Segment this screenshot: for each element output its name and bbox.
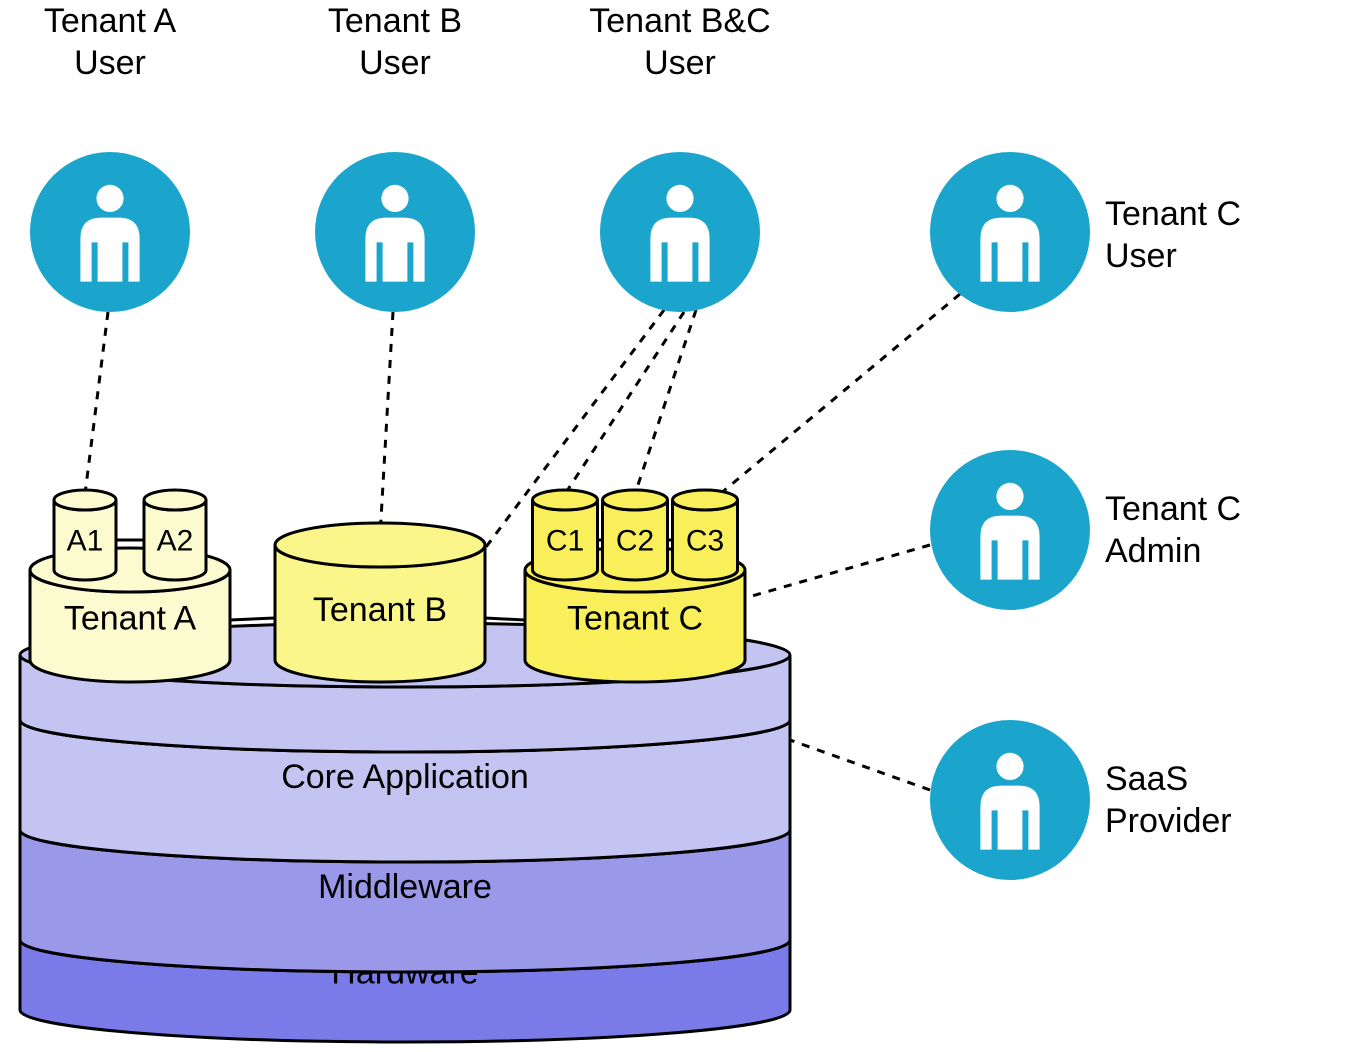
admin-c-label-line-0: Tenant C bbox=[1105, 490, 1241, 528]
saas-icon bbox=[930, 720, 1090, 880]
user-b-label-line-0: Tenant B bbox=[328, 2, 462, 40]
saas-label-line-1: Provider bbox=[1105, 802, 1232, 840]
connector-user-b bbox=[380, 312, 393, 536]
tenant-c-c1-label: C1 bbox=[546, 524, 584, 557]
tenant-b-label: Tenant B bbox=[313, 591, 447, 629]
user-bc-icon bbox=[600, 152, 760, 312]
tenant-a-label: Tenant A bbox=[64, 599, 197, 637]
tenant-c-label: Tenant C bbox=[567, 599, 703, 637]
user-a-icon bbox=[30, 152, 190, 312]
admin-c-label-line-1: Admin bbox=[1105, 532, 1201, 570]
tenants: Tenant A A1 A2 Tenant B Tenant C C1 C2 C3 bbox=[30, 490, 745, 682]
user-a-label-line-1: User bbox=[74, 44, 146, 82]
user-bc-label-line-0: Tenant B&C bbox=[589, 2, 770, 40]
saas-tenant-diagram: HardwareMiddlewareCore ApplicationTenant… bbox=[0, 0, 1352, 1052]
tenant-a-a1-label: A1 bbox=[67, 524, 104, 557]
admin-c-icon bbox=[930, 450, 1090, 610]
connector-admin-c bbox=[745, 545, 930, 598]
connector-user-a bbox=[85, 312, 108, 494]
user-a-label-line-0: Tenant A bbox=[44, 2, 177, 40]
stack: HardwareMiddlewareCore Application bbox=[20, 623, 790, 1042]
user-bc-label-line-1: User bbox=[644, 44, 716, 82]
user-c-label-line-1: User bbox=[1105, 237, 1177, 275]
layer-label-core: Core Application bbox=[281, 758, 529, 796]
tenant-c-c2-label: C2 bbox=[616, 524, 654, 557]
connector-saas bbox=[790, 740, 930, 790]
user-b-label-line-1: User bbox=[359, 44, 431, 82]
tenant-c-c3-label: C3 bbox=[686, 524, 724, 557]
layer-label-middleware: Middleware bbox=[318, 868, 492, 906]
user-b-icon bbox=[315, 152, 475, 312]
tenant-a-a2-label: A2 bbox=[157, 524, 194, 557]
user-c-label-line-0: Tenant C bbox=[1105, 195, 1241, 233]
connector-user-c bbox=[720, 294, 960, 494]
saas-label-line-0: SaaS bbox=[1105, 760, 1188, 798]
user-c-icon bbox=[930, 152, 1090, 312]
